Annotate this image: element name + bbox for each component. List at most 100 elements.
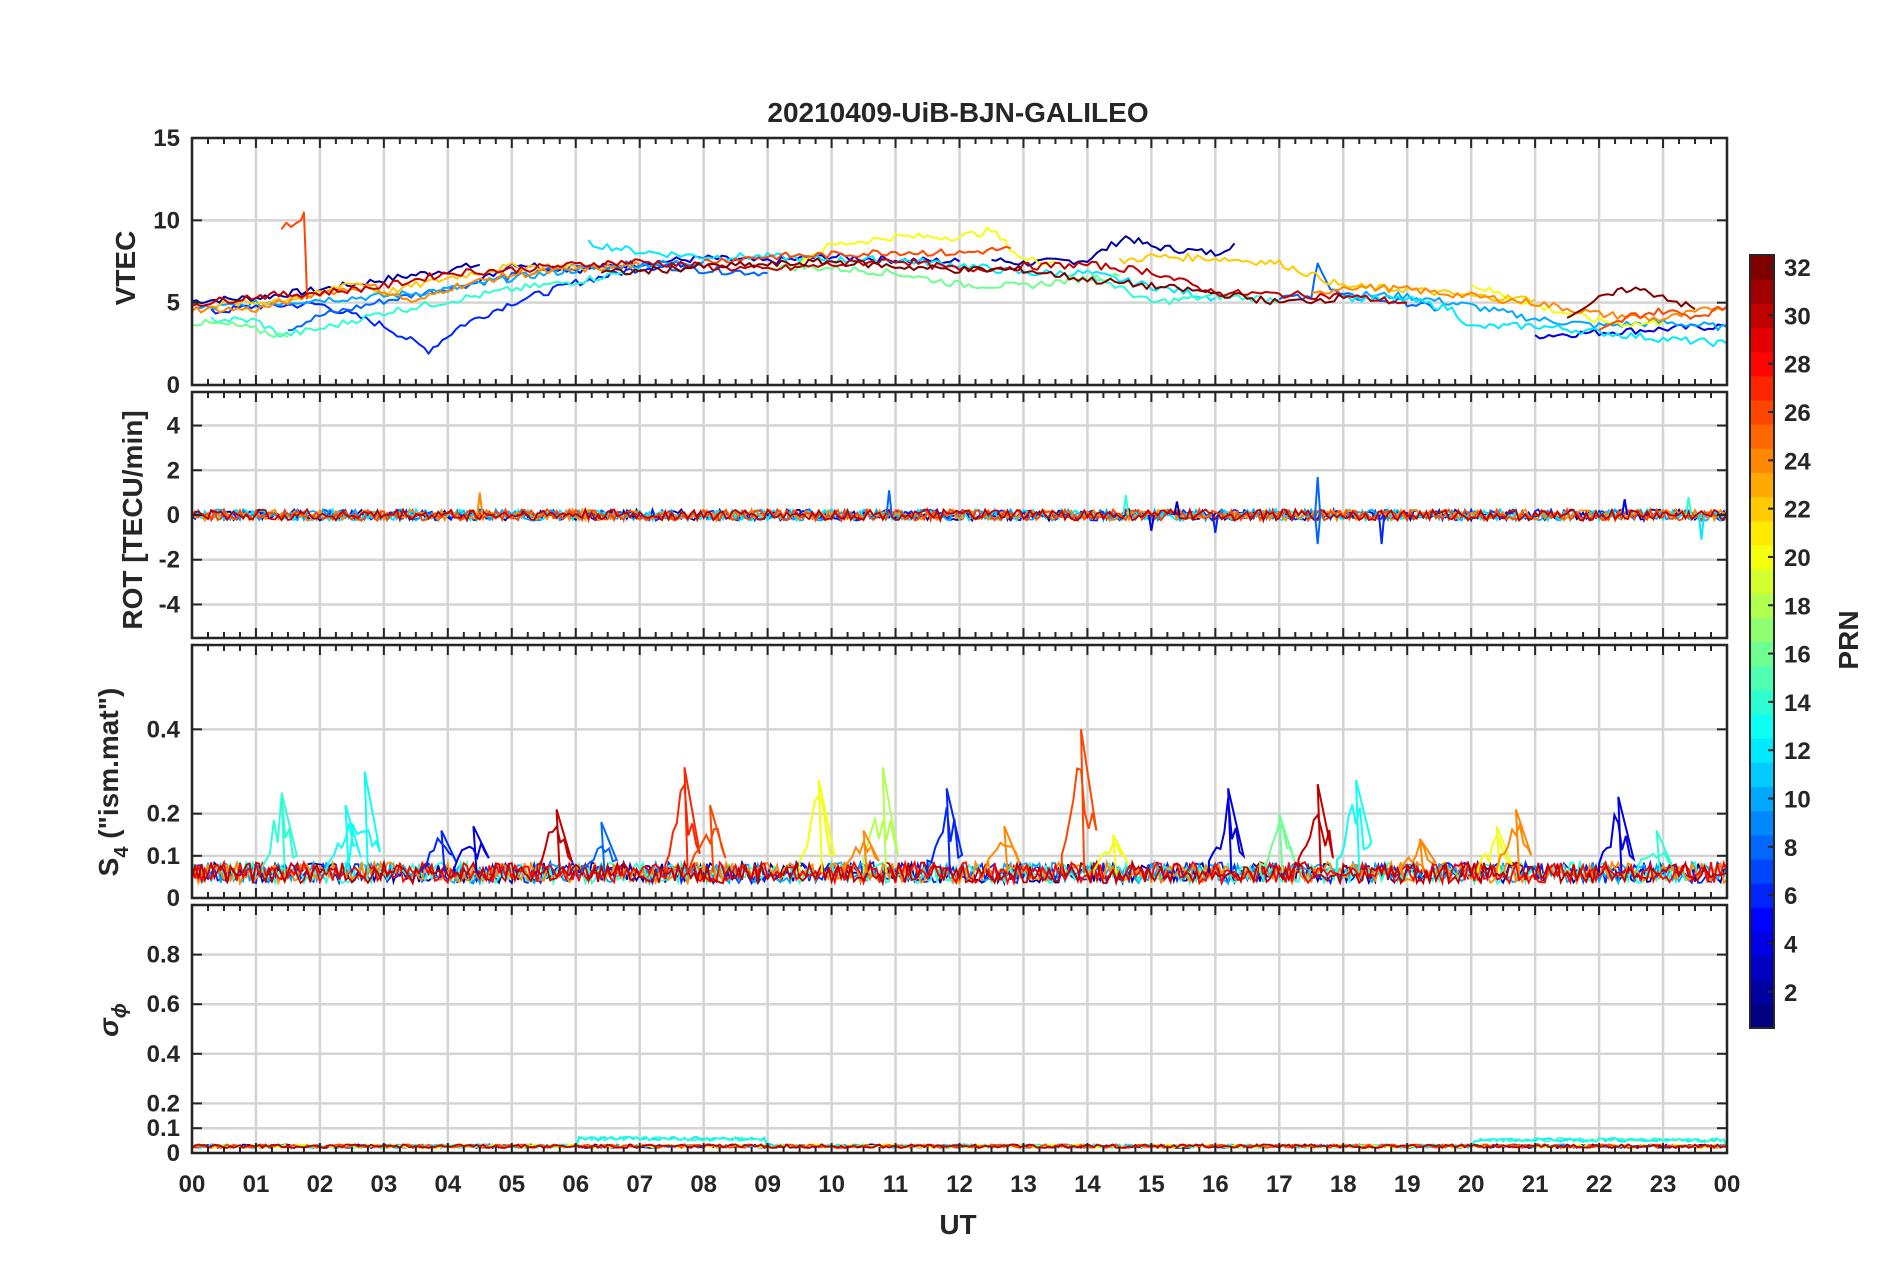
x-tick-label: 00 <box>1714 1171 1741 1198</box>
x-axis-label: UT <box>939 1209 976 1240</box>
sigma-y-tick-label: 0.4 <box>147 1041 181 1068</box>
rot-spike <box>1122 494 1130 516</box>
x-tick-label: 06 <box>562 1171 589 1198</box>
vtec-line-prn-24 <box>1311 283 1728 322</box>
rot-y-tick-label: -2 <box>159 547 180 574</box>
s4-spike <box>1636 830 1673 873</box>
s4-spike <box>1207 788 1246 873</box>
colorbar-frame <box>1749 254 1775 1029</box>
rot-y-tick-label: -4 <box>159 591 181 618</box>
s4-spike <box>984 825 1021 873</box>
chart-title: 20210409-UiB-BJN-GALILEO <box>767 97 1148 128</box>
colorbar-tick-label: 10 <box>1784 787 1811 814</box>
colorbar-tick-label: 24 <box>1784 448 1811 475</box>
sigma-y-ticks: 00.10.2 0.4 0.6 0.8 <box>147 903 1729 1167</box>
vtec-y-ticks: 0 5 10 15 <box>153 125 1729 399</box>
s4-line-prn-30 <box>191 858 1728 887</box>
s4-spike <box>664 767 701 873</box>
s4-spike <box>689 804 727 873</box>
vtec-line-prn-14 <box>210 267 640 338</box>
panel-vtec: 0 5 10 15 VTEC <box>110 125 1729 399</box>
rot-y-tick-label: 2 <box>167 457 180 484</box>
s4-spike <box>926 788 964 873</box>
s4-spike <box>344 771 381 873</box>
rot-spike <box>1211 514 1219 534</box>
sigma-grid <box>190 905 1729 1155</box>
vtec-y-tick-label: 15 <box>153 125 180 152</box>
vtec-line-prn-26 <box>703 245 1012 264</box>
rot-spike <box>1378 514 1386 545</box>
colorbar-tick-label: 26 <box>1784 400 1811 427</box>
rot-axes-box <box>190 390 1729 640</box>
x-tick-label: 04 <box>434 1171 461 1198</box>
colorbar-swatch <box>1750 472 1774 498</box>
colorbar-tick-label: 20 <box>1784 545 1811 572</box>
vtec-line-prn-32 <box>1566 286 1696 319</box>
colorbar-tick-label: 16 <box>1784 642 1811 669</box>
vtec-y-label: VTEC <box>110 231 141 306</box>
s4-spike <box>453 825 490 873</box>
s4-grid <box>190 645 1729 900</box>
vtec-line-prn-2 <box>991 235 1236 267</box>
colorbar-swatch <box>1750 279 1774 304</box>
vtec-line-prn-30 <box>191 258 1408 308</box>
colorbar-tick-label: 4 <box>1784 931 1798 958</box>
x-tick-label: 15 <box>1138 1171 1165 1198</box>
rot-spike <box>476 492 484 516</box>
vtec-axes-box <box>190 136 1729 387</box>
s4-spike <box>536 809 573 873</box>
vtec-series <box>191 211 1728 355</box>
vtec-y-tick-label: 0 <box>167 372 180 399</box>
s4-line-prn-24 <box>191 858 1728 887</box>
x-tick-label: 13 <box>1010 1171 1037 1198</box>
s4-spike <box>1060 729 1098 873</box>
x-tick-label: 09 <box>754 1171 781 1198</box>
vtec-line-prn-6 <box>210 260 705 355</box>
s4-y-tick-label: 0.1 <box>147 843 180 870</box>
x-tick-label: 11 <box>883 1171 908 1198</box>
panel-s4: 0 0.1 0.2 0.4 S4 ("ism.mat") <box>93 643 1729 912</box>
x-tick-label: 14 <box>1074 1171 1101 1198</box>
x-axis-ticks: 00 01 02 03 04 05 06 07 08 09 10 11 12 13 14 15 16 17 18 19… <box>179 1171 1741 1198</box>
s4-spike <box>1495 809 1533 873</box>
sigma-axes-box <box>190 903 1729 1155</box>
colorbar-swatches <box>1749 254 1775 1029</box>
colorbar-swatch <box>1750 617 1774 643</box>
vtec-line-prn-8 <box>1278 262 1440 312</box>
s4-spike <box>581 821 619 873</box>
rot-spike <box>1147 514 1155 531</box>
s4-spike <box>1259 813 1296 873</box>
s4-spike <box>261 792 299 873</box>
s4-spike <box>862 767 900 873</box>
colorbar-swatch <box>1750 955 1774 981</box>
s4-spike <box>1092 834 1130 873</box>
s4-spike <box>1476 825 1514 873</box>
colorbar-swatch <box>1750 665 1774 691</box>
colorbar-swatch <box>1750 762 1774 788</box>
colorbar-tick-label: 30 <box>1784 303 1811 330</box>
s4-y-tick-label: 0 <box>167 885 180 912</box>
rot-spike <box>1173 501 1181 516</box>
colorbar-swatch <box>1750 327 1774 353</box>
vtec-line-prn-12 <box>587 239 1216 302</box>
colorbar-tick-label: 8 <box>1784 835 1797 862</box>
x-tick-label: 23 <box>1650 1171 1677 1198</box>
vtec-line-prn-26 <box>1598 305 1728 331</box>
colorbar-tick-label: 22 <box>1784 497 1811 524</box>
s4-y-tick-label: 0.2 <box>147 801 180 828</box>
s4-spike <box>843 830 880 873</box>
x-tick-label: 08 <box>690 1171 717 1198</box>
x-tick-label: 12 <box>946 1171 973 1198</box>
colorbar-swatch <box>1750 1003 1774 1029</box>
s4-y-ticks: 0 0.1 0.2 0.4 <box>147 643 1729 912</box>
vtec-line-prn-16 <box>767 263 1120 290</box>
x-tick-label: 18 <box>1330 1171 1357 1198</box>
rot-series <box>191 476 1728 545</box>
colorbar-tick-label: 12 <box>1784 738 1811 765</box>
colorbar-tick-label: 32 <box>1784 255 1811 282</box>
colorbar-swatch <box>1750 907 1774 932</box>
s4-spike <box>325 804 362 873</box>
x-tick-label: 19 <box>1394 1171 1421 1198</box>
